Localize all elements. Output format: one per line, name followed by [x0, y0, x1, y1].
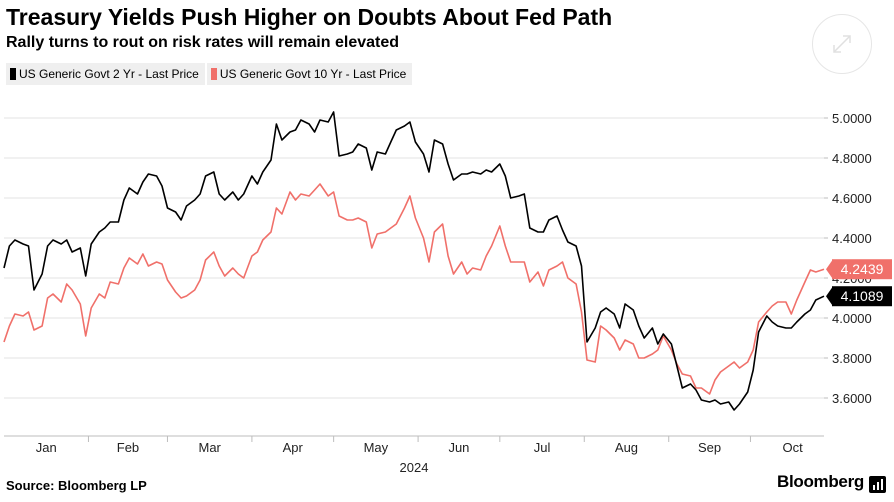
bloomberg-logo: Bloomberg: [776, 472, 864, 491]
x-year-label: 2024: [400, 460, 429, 475]
x-tick-label: Aug: [615, 440, 638, 455]
last-value-label: 4.1089: [841, 288, 884, 304]
last-value-badge: [832, 259, 892, 280]
legend-item-2yr[interactable]: US Generic Govt 2 Yr - Last Price: [6, 63, 205, 85]
x-tick-label: Sep: [698, 440, 721, 455]
legend-swatch-10yr: [210, 68, 217, 80]
x-tick-label: Jul: [534, 440, 551, 455]
expand-arrows-icon: [833, 35, 851, 53]
legend-item-10yr[interactable]: US Generic Govt 10 Yr - Last Price: [206, 63, 413, 85]
last-value-badge: [832, 286, 892, 307]
expand-icon[interactable]: [812, 14, 872, 74]
source-note: Source: Bloomberg LP: [6, 478, 147, 493]
y-tick-label: 4.0000: [832, 311, 872, 326]
chart-title: Treasury Yields Push Higher on Doubts Ab…: [6, 4, 613, 30]
x-tick-label: May: [364, 440, 389, 455]
legend-label-2yr: US Generic Govt 2 Yr - Last Price: [19, 67, 199, 81]
legend-label-10yr: US Generic Govt 10 Yr - Last Price: [219, 67, 407, 81]
last-value-pointer: [826, 259, 833, 280]
y-tick-label: 3.6000: [832, 391, 872, 406]
series-line-2yr: [3, 111, 825, 411]
last-value-pointer: [826, 286, 833, 307]
chart-subtitle: Rally turns to rout on risk rates will r…: [6, 34, 400, 51]
x-tick-label: Feb: [117, 440, 139, 455]
x-tick-label: Oct: [783, 440, 804, 455]
bloomberg-terminal-icon: [869, 476, 886, 493]
x-tick-label: Mar: [198, 440, 221, 455]
y-tick-label: 3.8000: [832, 351, 872, 366]
series-line-10yr: [3, 183, 825, 395]
y-tick-label: 4.8000: [832, 151, 872, 166]
x-tick-label: Jun: [448, 440, 469, 455]
chart-legend: US Generic Govt 2 Yr - Last Price US Gen…: [6, 63, 414, 85]
x-tick-label: Jan: [36, 440, 57, 455]
legend-swatch-2yr: [10, 68, 16, 80]
y-tick-label: 4.4000: [832, 231, 872, 246]
last-value-label: 4.2439: [841, 261, 884, 277]
x-tick-label: Apr: [283, 440, 304, 455]
y-tick-label: 5.0000: [832, 111, 872, 126]
y-tick-label: 4.6000: [832, 191, 872, 206]
